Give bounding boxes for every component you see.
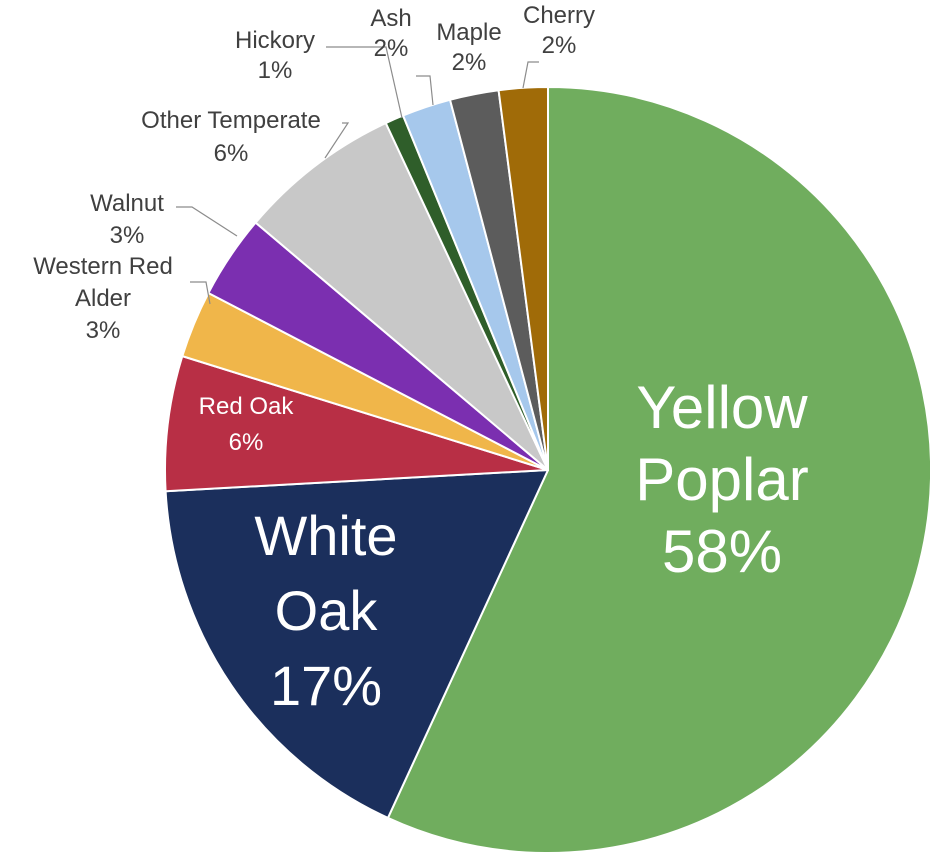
leader-line-walnut xyxy=(176,206,238,237)
slice-name-line: Maple xyxy=(436,19,501,46)
slice-labels: Yellow Poplar 58% White Oak 17% Red Oak 6% Weste… xyxy=(33,2,809,717)
slice-percent: 2% xyxy=(374,35,409,62)
slice-percent: 1% xyxy=(258,57,293,84)
slice-label-western-red-alder: Western Red Alder 3% xyxy=(33,253,173,344)
pie-slice-white-oak xyxy=(164,469,549,819)
slice-name-line: Other Temperate xyxy=(141,107,321,134)
slice-name-line: White xyxy=(254,504,397,567)
slice-name-line: Red Oak xyxy=(199,393,295,420)
slice-name-line: Western Red xyxy=(33,253,173,280)
slice-percent: 2% xyxy=(542,32,577,59)
slice-name-line: Oak xyxy=(275,579,379,642)
leader-line-western-red-alder xyxy=(190,281,211,305)
slice-label-other-temperate: Other Temperate 6% xyxy=(141,107,321,167)
leader-line-hickory xyxy=(326,46,403,119)
slice-percent: 6% xyxy=(229,429,264,456)
leader-lines xyxy=(176,46,539,305)
slice-label-red-oak: Red Oak 6% xyxy=(199,393,295,456)
slice-name-line: Yellow xyxy=(636,374,808,441)
slice-percent: 2% xyxy=(452,49,487,76)
leader-line-other-temperate xyxy=(324,122,350,159)
pie-slice-yellow-poplar xyxy=(386,86,930,854)
slice-percent: 58% xyxy=(662,518,782,585)
slice-percent: 6% xyxy=(214,140,249,167)
slice-name-line: Poplar xyxy=(635,446,808,513)
slice-label-walnut: Walnut 3% xyxy=(90,190,164,249)
pie-slices xyxy=(164,86,930,854)
slice-name-line: Ash xyxy=(370,5,411,32)
pie-slice-red-oak xyxy=(164,355,549,493)
slice-label-cherry: Cherry 2% xyxy=(523,2,595,59)
slice-label-ash: Ash 2% xyxy=(370,5,411,62)
leader-line-cherry xyxy=(522,61,539,89)
slice-percent: 3% xyxy=(110,222,145,249)
slice-label-yellow-poplar: Yellow Poplar 58% xyxy=(635,374,808,585)
slice-label-maple: Maple 2% xyxy=(436,19,501,76)
slice-label-white-oak: White Oak 17% xyxy=(254,504,397,717)
slice-name-line: Walnut xyxy=(90,190,164,217)
slice-name-line: Hickory xyxy=(235,27,315,54)
slice-percent: 3% xyxy=(86,317,121,344)
slice-percent: 17% xyxy=(270,654,382,717)
leader-line-ash xyxy=(416,75,434,106)
slice-name-line: Alder xyxy=(75,285,131,312)
slice-name-line: Cherry xyxy=(523,2,595,29)
pie-slice-other-temperate xyxy=(254,122,549,471)
slice-label-hickory: Hickory 1% xyxy=(235,27,315,84)
